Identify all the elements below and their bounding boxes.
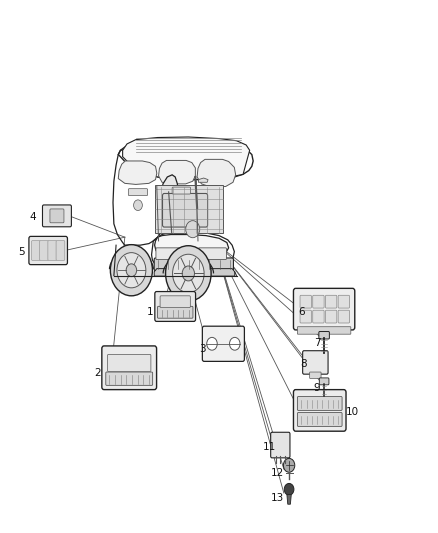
Circle shape [230, 337, 240, 350]
FancyBboxPatch shape [155, 185, 223, 233]
FancyBboxPatch shape [202, 326, 244, 361]
Text: 12: 12 [271, 469, 284, 478]
FancyBboxPatch shape [42, 205, 71, 227]
FancyBboxPatch shape [338, 295, 350, 308]
FancyBboxPatch shape [158, 306, 193, 318]
Circle shape [207, 337, 217, 350]
FancyBboxPatch shape [338, 310, 350, 323]
Text: 9: 9 [314, 383, 320, 393]
Circle shape [134, 200, 142, 211]
FancyBboxPatch shape [293, 288, 355, 330]
Circle shape [117, 253, 146, 288]
FancyBboxPatch shape [300, 295, 311, 308]
FancyBboxPatch shape [297, 327, 351, 334]
Text: 3: 3 [199, 344, 206, 354]
Text: 1: 1 [147, 307, 153, 317]
FancyBboxPatch shape [155, 292, 195, 321]
Circle shape [166, 246, 211, 301]
Polygon shape [155, 235, 229, 261]
FancyBboxPatch shape [50, 209, 64, 223]
Circle shape [110, 245, 152, 296]
Text: 7: 7 [314, 338, 321, 348]
Polygon shape [287, 495, 291, 504]
FancyBboxPatch shape [198, 248, 226, 260]
FancyBboxPatch shape [156, 248, 182, 260]
FancyBboxPatch shape [297, 397, 342, 410]
FancyBboxPatch shape [102, 346, 156, 390]
Circle shape [126, 264, 137, 277]
Text: 11: 11 [263, 442, 276, 451]
Polygon shape [198, 178, 208, 182]
Polygon shape [159, 160, 195, 184]
FancyBboxPatch shape [40, 240, 49, 260]
FancyBboxPatch shape [32, 240, 40, 260]
Polygon shape [161, 175, 178, 233]
FancyBboxPatch shape [325, 310, 337, 323]
FancyBboxPatch shape [300, 310, 311, 323]
Circle shape [173, 254, 204, 293]
Text: 13: 13 [271, 494, 284, 503]
FancyBboxPatch shape [128, 189, 148, 196]
FancyBboxPatch shape [107, 354, 151, 372]
Circle shape [186, 221, 200, 238]
Circle shape [284, 483, 294, 495]
FancyBboxPatch shape [106, 372, 152, 385]
FancyBboxPatch shape [172, 187, 191, 194]
FancyBboxPatch shape [154, 258, 233, 271]
FancyBboxPatch shape [48, 240, 57, 260]
FancyBboxPatch shape [313, 295, 324, 308]
Polygon shape [154, 269, 235, 276]
FancyBboxPatch shape [162, 193, 208, 227]
FancyBboxPatch shape [160, 296, 191, 308]
FancyBboxPatch shape [303, 351, 328, 374]
FancyBboxPatch shape [310, 372, 321, 378]
Circle shape [182, 266, 194, 281]
Polygon shape [118, 161, 157, 184]
Polygon shape [197, 159, 236, 187]
FancyBboxPatch shape [319, 378, 329, 385]
Text: 2: 2 [94, 368, 101, 378]
FancyBboxPatch shape [29, 236, 67, 264]
FancyBboxPatch shape [325, 295, 337, 308]
FancyBboxPatch shape [293, 390, 346, 431]
Text: 4: 4 [30, 213, 36, 222]
Text: 6: 6 [298, 307, 304, 317]
Text: 8: 8 [300, 359, 307, 368]
Text: 5: 5 [18, 247, 25, 257]
FancyBboxPatch shape [271, 432, 290, 458]
FancyBboxPatch shape [56, 240, 65, 260]
Circle shape [283, 458, 295, 472]
FancyBboxPatch shape [313, 310, 324, 323]
Polygon shape [123, 137, 250, 180]
FancyBboxPatch shape [319, 332, 329, 339]
FancyBboxPatch shape [297, 413, 342, 426]
Text: 10: 10 [346, 407, 359, 417]
